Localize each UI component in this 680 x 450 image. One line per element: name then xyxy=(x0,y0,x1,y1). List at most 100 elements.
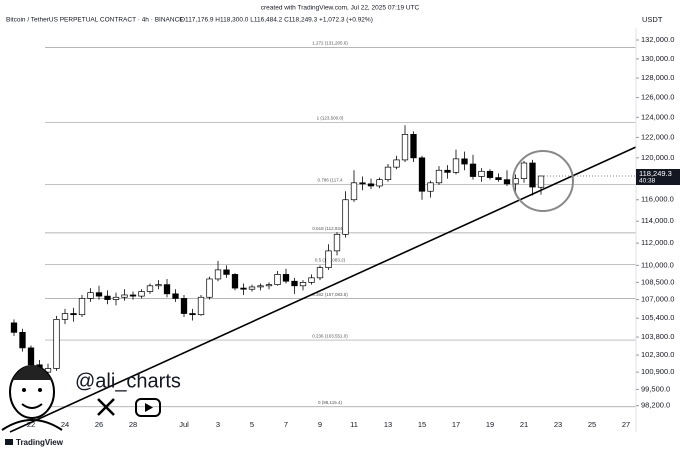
candle-body xyxy=(129,294,137,297)
candle-body xyxy=(342,199,349,235)
y-tick-label: 132,000.0 xyxy=(641,35,674,44)
candle-body xyxy=(291,280,298,287)
countdown: 40:38 xyxy=(639,178,656,185)
last-price-label: 118,249.3 xyxy=(639,169,672,178)
candle-body xyxy=(240,287,247,290)
fib-label: 0.618 (112,934.9) xyxy=(312,226,348,231)
candle-body xyxy=(104,295,111,300)
fib-label: 1.272 (131,205.6) xyxy=(312,41,348,46)
candle-body xyxy=(214,269,222,280)
y-tick-label: 122,000.0 xyxy=(641,132,674,141)
candle-body xyxy=(248,286,256,290)
youtube-icon xyxy=(135,398,161,417)
fib-label: 0.786 (117,4 xyxy=(318,178,343,183)
candle-body xyxy=(163,284,171,295)
candle-body xyxy=(486,170,494,178)
y-tick-label: 107,000.0 xyxy=(641,295,674,304)
candle-body xyxy=(384,166,392,181)
candle-body xyxy=(180,298,188,314)
candle-body xyxy=(27,347,35,366)
candle-body xyxy=(10,322,18,333)
candle-body xyxy=(223,269,230,275)
candle-body xyxy=(121,294,128,298)
brand: TradingView xyxy=(16,438,64,447)
candle-body xyxy=(70,313,77,316)
candle-body xyxy=(316,267,324,279)
y-tick-label: 102,300.0 xyxy=(641,350,674,359)
tv-logo xyxy=(5,439,13,445)
candle-body xyxy=(282,274,290,282)
candle-body xyxy=(410,134,417,159)
x-tick-label: 5 xyxy=(250,420,254,429)
candle-body xyxy=(427,182,434,192)
fib-label: 1 (123,500.0) xyxy=(317,115,344,120)
candle-body xyxy=(359,182,366,185)
y-tick-label: 114,000.0 xyxy=(641,216,674,225)
y-tick-label: 126,000.0 xyxy=(641,93,674,102)
candle-body xyxy=(461,158,468,165)
candle-body xyxy=(78,298,86,316)
y-tick-label: 105,400.0 xyxy=(641,313,674,322)
chart-title: Bitcoin / TetherUS PERPETUAL CONTRACT · … xyxy=(6,17,184,24)
y-tick-label: 130,000.0 xyxy=(641,54,674,63)
y-tick-label: 108,500.0 xyxy=(641,277,674,286)
x-tick-label: 13 xyxy=(384,420,392,429)
candle-body xyxy=(435,169,443,184)
y-tick-label: 116,000.0 xyxy=(641,195,674,204)
candle-body xyxy=(155,284,162,287)
candle-body xyxy=(189,313,196,316)
candle-body xyxy=(520,162,528,179)
candle-body xyxy=(274,274,281,285)
x-tick-label: 22 xyxy=(27,420,35,429)
candle-body xyxy=(418,157,426,192)
x-tick-label: 7 xyxy=(284,420,288,429)
header: created with TradingView.com, Jul 22, 20… xyxy=(261,5,420,12)
x-tick-label: 24 xyxy=(61,420,69,429)
candle-body xyxy=(146,285,154,292)
fib-label: 0 (98,115.4) xyxy=(318,400,342,405)
x-tick-label: 19 xyxy=(486,420,494,429)
candle-body xyxy=(452,158,460,173)
ohlc-legend: O117,176.9 H118,300.0 L116,484.2 C118,24… xyxy=(180,17,373,24)
candle-body xyxy=(350,182,358,201)
y-tick-label: 98,200.0 xyxy=(641,401,670,410)
x-tick-label: 27 xyxy=(622,420,630,429)
candle-body xyxy=(112,296,120,300)
candle-body xyxy=(138,291,145,297)
candle-body xyxy=(61,313,69,320)
x-tick-label: 23 xyxy=(554,420,562,429)
y-tick-label: 99,500.0 xyxy=(641,384,670,393)
candle-body xyxy=(469,163,477,177)
candle-body xyxy=(478,170,485,177)
candle-body xyxy=(308,277,315,283)
handle: @ali_charts xyxy=(75,370,181,392)
candle-body xyxy=(325,250,332,268)
y-tick-label: 120,000.0 xyxy=(641,153,674,162)
candle-body xyxy=(257,285,264,288)
y-tick-label: 103,800.0 xyxy=(641,332,674,341)
x-tick-label: Jul xyxy=(179,420,189,429)
candle-body xyxy=(53,319,60,369)
fib-label: 0.382 (107,083.5) xyxy=(312,292,348,297)
x-tick-label: 26 xyxy=(95,420,103,429)
candle-body xyxy=(87,292,94,299)
candle-body xyxy=(265,284,273,287)
y-tick-label: 110,000.0 xyxy=(641,260,674,269)
candle-body xyxy=(206,278,213,298)
y-tick-label: 128,000.0 xyxy=(641,73,674,82)
candle-body xyxy=(367,183,375,187)
candle-body xyxy=(299,282,307,287)
candle-body xyxy=(231,274,239,289)
highlight-circle xyxy=(512,150,574,212)
candle-body xyxy=(503,179,511,185)
x-tick-label: 21 xyxy=(520,420,528,429)
y-tick-label: 124,000.0 xyxy=(641,112,674,121)
candle-body xyxy=(537,175,545,188)
x-tick-label: 25 xyxy=(588,420,596,429)
avatar xyxy=(1,365,63,431)
candle-body xyxy=(401,134,409,161)
last-price-box xyxy=(636,169,680,186)
x-tick-label: 17 xyxy=(452,420,460,429)
